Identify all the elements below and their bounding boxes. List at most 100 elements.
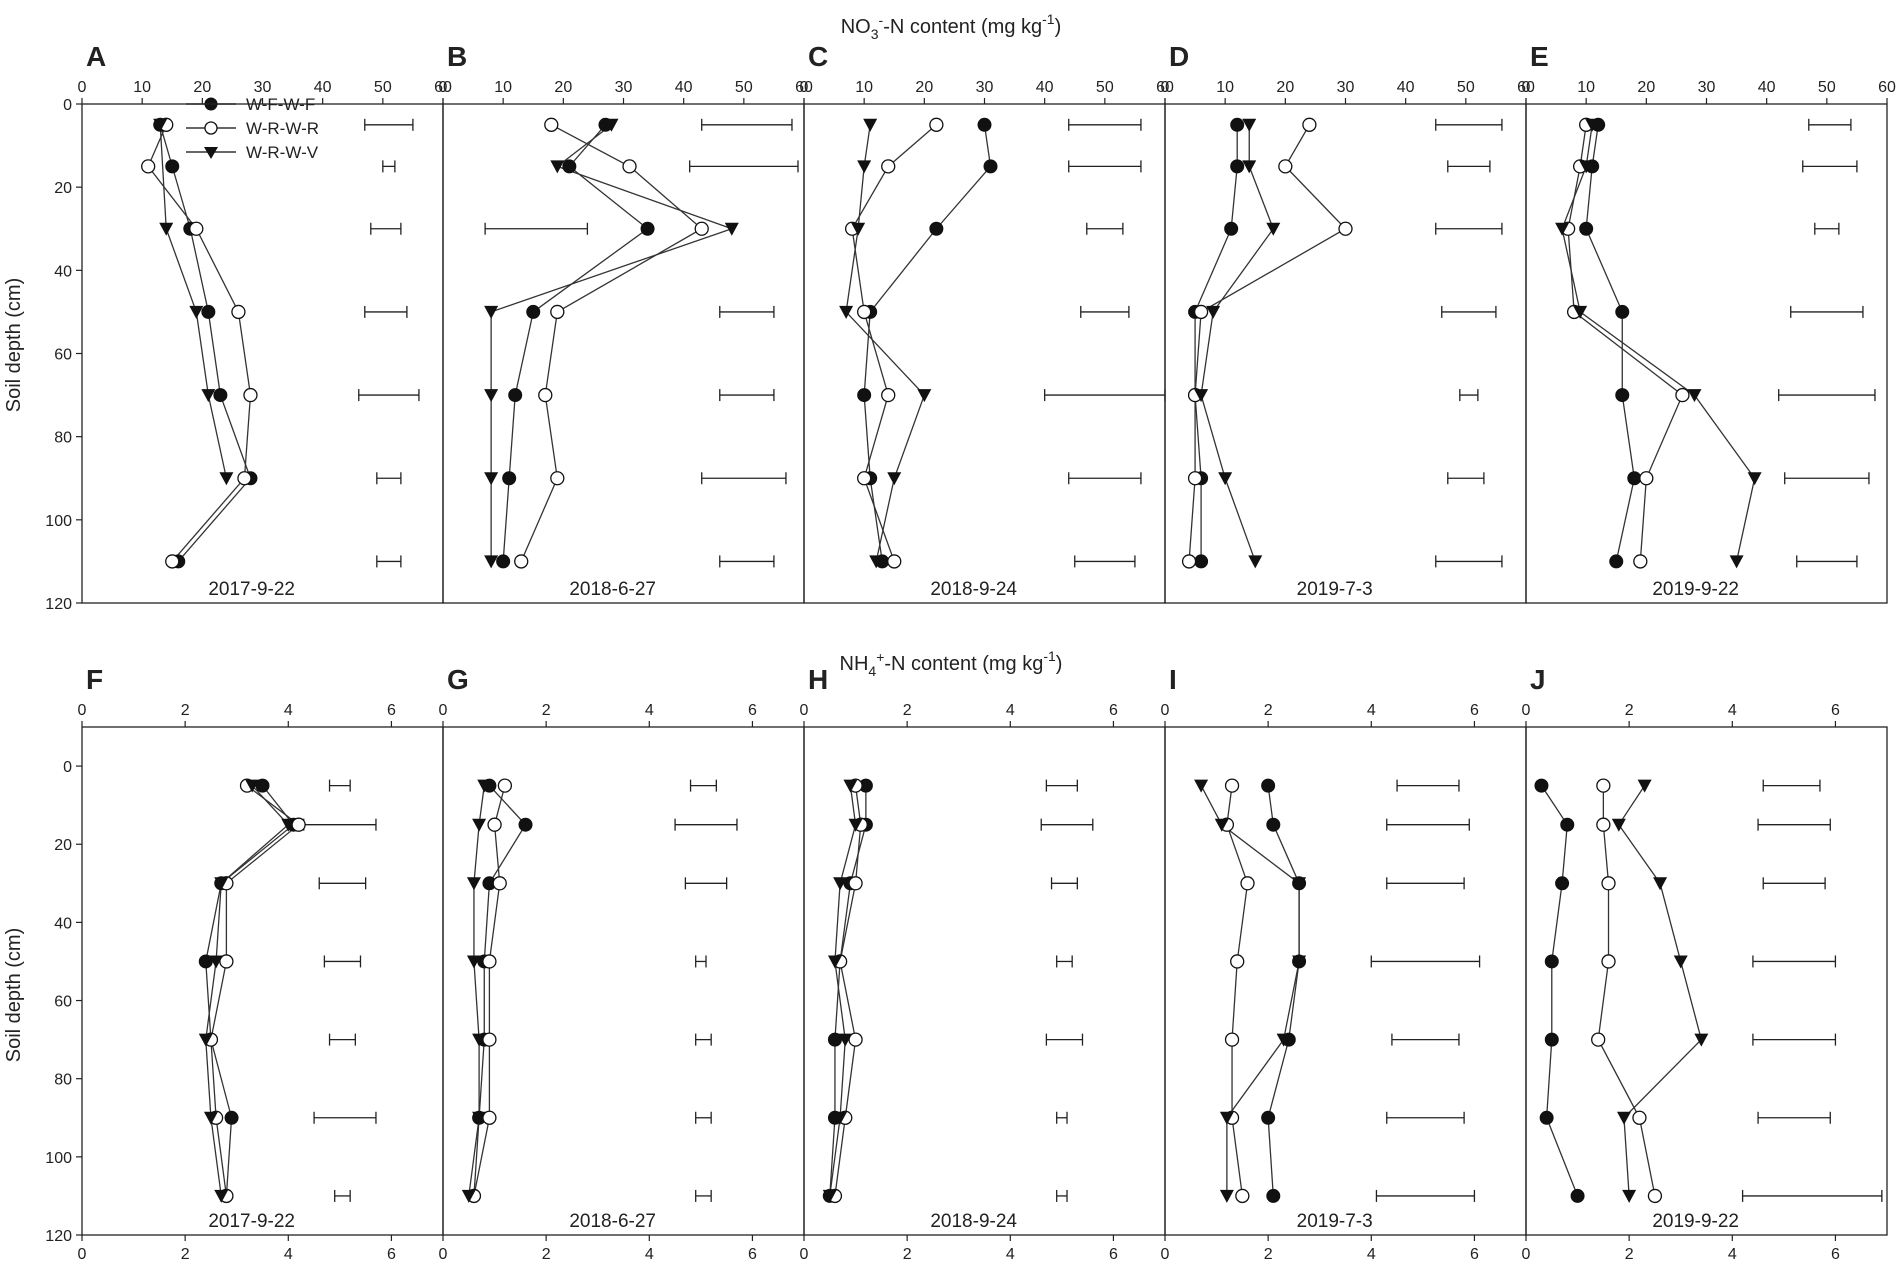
point-w-r-w-v <box>1611 818 1626 832</box>
panel-frame <box>1164 103 1527 604</box>
point-w-r-w-v <box>833 877 848 891</box>
panel-frame <box>81 103 444 604</box>
error-bar <box>719 305 775 318</box>
y-tick-label: 120 <box>45 596 72 613</box>
point-w-r-w-v <box>839 305 854 319</box>
panel-frame <box>1525 103 1888 604</box>
point-w-r-w-v <box>851 222 866 236</box>
error-bar <box>376 472 402 485</box>
panel-frame <box>442 103 805 604</box>
point-w-r-w-v <box>1266 222 1281 236</box>
panel-letter: C <box>808 41 828 72</box>
point-w-r-w-r <box>482 1032 497 1047</box>
panel-date: 2018-6-27 <box>569 1211 656 1232</box>
point-w-r-w-v <box>550 160 565 174</box>
error-bar <box>684 877 728 890</box>
panel-date: 2017-9-22 <box>208 1211 295 1232</box>
x-tick-label: 4 <box>1006 702 1015 719</box>
x-tick-label: 2 <box>1264 702 1273 719</box>
x-tick-label: 0 <box>800 702 809 719</box>
series-line-w-r-w-v <box>845 124 926 562</box>
x-tick-label: 30 <box>976 79 994 96</box>
panel-date: 2019-9-22 <box>1652 1211 1739 1232</box>
point-w-r-w-v <box>153 118 168 132</box>
point-w-f-w-f <box>640 221 655 236</box>
series-line-w-r-w-r <box>1226 785 1249 1197</box>
error-bar <box>695 1033 712 1046</box>
error-bar <box>1447 160 1491 173</box>
x-tick-label: 30 <box>1698 79 1716 96</box>
point-w-f-w-f <box>1560 817 1575 832</box>
point-w-f-w-f <box>1544 1032 1559 1047</box>
error-bar <box>701 472 787 485</box>
point-w-r-w-v <box>461 1189 476 1203</box>
error-bar <box>1778 389 1876 402</box>
point-w-r-w-r <box>1591 1032 1606 1047</box>
error-bar <box>323 955 362 968</box>
panel-letter: G <box>447 664 469 695</box>
x-tick-label-bottom: 2 <box>1264 1246 1273 1263</box>
error-bar <box>1814 222 1840 235</box>
series-line-w-f-w-f <box>1267 785 1300 1196</box>
error-bar <box>1056 1111 1068 1124</box>
error-bar <box>1757 818 1831 831</box>
error-bar <box>1050 877 1078 890</box>
legend-marker-wrwr <box>204 121 218 135</box>
point-w-f-w-f <box>1544 954 1559 969</box>
x-tick-label-bottom: 4 <box>1006 1246 1015 1263</box>
point-w-r-w-v <box>1276 1033 1291 1047</box>
point-w-r-w-v <box>838 1033 853 1047</box>
x-tick-label-bottom: 6 <box>387 1246 396 1263</box>
x-tick-label-bottom: 0 <box>1522 1246 1531 1263</box>
y-tick-label: 100 <box>45 1150 72 1167</box>
point-w-r-w-v <box>604 118 619 132</box>
point-w-f-w-f <box>502 471 517 486</box>
error-bar <box>1068 472 1142 485</box>
point-w-r-w-v <box>214 877 229 891</box>
error-bar <box>719 555 775 568</box>
error-bar <box>364 118 414 131</box>
series-line-w-r-w-v <box>159 124 228 479</box>
point-w-r-w-r <box>1601 876 1616 891</box>
point-w-r-w-r <box>219 954 234 969</box>
error-bar <box>318 877 367 890</box>
panel-date: 2017-9-22 <box>208 579 295 600</box>
point-w-r-w-v <box>822 1189 837 1203</box>
error-bar <box>1386 1111 1465 1124</box>
error-bar <box>1796 555 1858 568</box>
series-line-w-r-w-v <box>1561 124 1756 562</box>
point-w-r-w-r <box>848 1032 863 1047</box>
point-w-r-w-v <box>857 160 872 174</box>
series-line-w-r-w-v <box>1200 785 1300 1196</box>
panel-date: 2018-9-24 <box>930 579 1017 600</box>
error-bar <box>328 779 351 792</box>
series-line-w-f-w-f <box>863 124 992 562</box>
error-bar <box>484 222 589 235</box>
point-w-r-w-r <box>1601 954 1616 969</box>
x-tick-label: 30 <box>615 79 633 96</box>
ylabel-bottom: Soil depth (cm) <box>3 928 25 1063</box>
point-w-r-w-r <box>482 1110 497 1125</box>
point-w-r-w-v <box>1194 779 1209 793</box>
x-tick-label: 10 <box>133 79 151 96</box>
x-tick-label: 60 <box>795 79 813 96</box>
point-w-r-w-v <box>869 555 884 569</box>
error-bar <box>1068 118 1142 131</box>
point-w-r-w-r <box>848 876 863 891</box>
point-w-r-w-r <box>1647 1188 1663 1204</box>
point-w-f-w-f <box>1615 304 1630 319</box>
point-w-r-w-r <box>1632 1110 1647 1125</box>
point-w-f-w-f <box>857 388 872 403</box>
point-w-r-w-v <box>863 118 878 132</box>
error-bar <box>376 555 402 568</box>
point-w-r-w-v <box>1573 305 1588 319</box>
x-tick-label: 40 <box>1758 79 1776 96</box>
point-w-r-w-v <box>472 1111 487 1125</box>
error-bar <box>370 222 402 235</box>
error-bar <box>1762 877 1826 890</box>
x-tick-label-bottom: 2 <box>542 1246 551 1263</box>
point-w-r-w-v <box>1292 877 1307 891</box>
point-w-f-w-f <box>1261 778 1276 793</box>
point-w-f-w-f <box>562 159 577 174</box>
